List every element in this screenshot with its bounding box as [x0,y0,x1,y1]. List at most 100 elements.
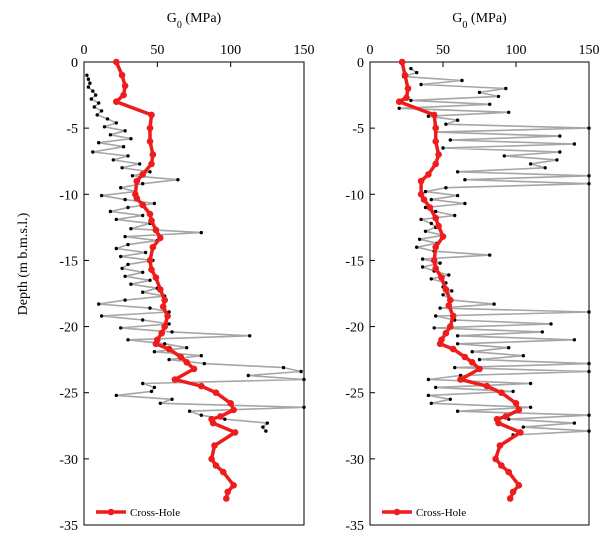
chart-1-cross-hole-point [146,124,154,132]
chart-1-field-test-point [152,201,157,206]
chart-2-field-test-point [477,90,482,95]
chart-2-cross-hole-point [425,171,432,178]
chart-1-cross-hole-line [114,61,237,499]
chart-1-field-test-point [148,306,152,310]
chart-1-field-test-point [119,186,123,190]
chart-1-field-test-line [86,74,305,432]
chart-2-field-test-point [415,70,419,75]
chart-2-field-test-point [423,205,428,210]
chart-2-field-test-point [441,293,445,297]
chart-2-cross-hole-point [445,302,453,309]
chart-1-field-test-point [123,234,127,239]
chart-1-field-test-point [148,170,152,174]
chart-2-field-test-point [507,110,511,115]
chart-1-x-tick-label: 100 [220,43,241,58]
chart-1-field-test-point [123,298,127,302]
chart-1-field-test-point [141,290,145,294]
chart-1-field-test-point [126,338,130,342]
chart-2-cross-hole-point [420,196,428,203]
chart-1-field-test-point [119,254,123,259]
chart-1-field-test-point [121,145,126,149]
y-axis-label: Depth (m b.m.s.l.) [16,212,31,315]
chart-2-cross-hole-point [436,340,444,348]
chart-2-cross-hole-point [517,429,524,436]
chart-2-field-test-point [496,94,501,99]
chart-2-cross-hole-point [398,58,406,66]
chart-1-cross-hole-point [165,345,173,353]
chart-1-cross-hole-point [211,442,218,449]
chart-1-field-test-point [141,381,145,386]
chart-1-cross-hole-point [230,482,237,489]
chart-2-field-test-point [426,114,431,118]
chart-1-field-test-point [199,230,203,235]
chart-1-y-tick-label: -30 [59,453,78,468]
chart-1-field-test-point [141,318,145,322]
chart-2-cross-hole-point [498,389,505,397]
chart-1-cross-hole-point [208,455,215,463]
chart-2-field-test-point [448,138,452,142]
chart-1-cross-hole-point [164,312,171,320]
chart-1-field-test-point [170,330,174,334]
chart-1-field-test-point [102,125,107,129]
chart-2-plot-frame [369,61,590,526]
chart-2-cross-hole-point [512,400,520,407]
chart-2-field-test-point [434,209,438,214]
chart-2-field-test-series [397,66,591,437]
chart-2-legend-swatch-marker [393,508,401,516]
chart-2-y-tick-label: 0 [357,56,364,71]
chart-1-field-test-point [152,350,157,354]
chart-1-field-test-point [99,109,104,113]
chart-2-cross-hole-point [496,442,504,449]
chart-1-legend-label: Cross-Hole [130,507,180,519]
chart-2-field-test-point [420,265,425,269]
chart-1-cross-hole-point [177,353,185,361]
chart-1-cross-hole-point [146,138,154,145]
chart-1-cross-hole-point [118,71,126,79]
chart-1-field-test-point [120,166,124,170]
chart-2-cross-hole-point [495,419,502,427]
chart-1-field-test-point [126,154,130,158]
chart-1-field-test-point [97,141,101,145]
chart-1-y-tick-label: -20 [59,321,78,336]
chart-2-cross-hole-point [506,495,514,502]
chart-1-field-test-point [94,93,98,97]
chart-2-field-test-point [432,326,436,330]
chart-2-cross-hole-point [432,243,440,251]
chart-2-cross-hole-point [505,468,512,476]
chart-1-field-test-point [114,393,119,398]
chart-2-cross-hole-point [432,124,440,132]
chart-2-field-test-point [572,338,577,342]
chart-2-cross-hole-point [438,274,445,281]
chart-1-y-tick-label: -5 [66,122,78,137]
chart-1-y-tick-label: -10 [59,188,78,203]
chart-1-y-tick-label: -15 [59,254,78,269]
chart-1-cross-hole-point [113,98,120,105]
chart-1-field-test-point [86,77,91,81]
chart-1-cross-hole-point [148,160,155,168]
chart-1-field-test-point [86,85,91,89]
chart-2-x-axis-label-main: G [452,11,462,26]
chart-1-field-test-point [120,266,124,271]
chart-2-cross-hole-point [468,359,476,366]
chart-1-cross-hole-point [198,382,205,390]
chart-2-field-test-point [587,361,591,366]
chart-1-field-test-point [302,405,306,409]
chart-1-field-test-point [167,357,171,362]
chart-2-field-test-point [488,102,492,107]
chart-1-field-test-point [123,129,127,133]
chart-2-cross-hole-point [401,71,409,79]
chart-1-cross-hole-point [149,243,157,251]
chart-1-y-tick-label: -25 [59,387,78,402]
chart-2-cross-hole-point [417,177,425,185]
chart-1-cross-hole-point [157,286,164,293]
chart-2-field-test-point [453,365,457,370]
chart-1-field-test-point [126,262,130,267]
chart-2-cross-hole-point [449,312,457,320]
chart-1-cross-hole-point [159,303,167,311]
chart-1-cross-hole-point [220,468,227,476]
chart-2-field-test-point [444,186,448,190]
chart-2-cross-hole-point [457,376,464,383]
chart-2-x-axis-label-unit: (MPa) [467,11,507,26]
chart-2-field-test-point [419,217,423,222]
chart-1-field-test-point [108,133,113,137]
